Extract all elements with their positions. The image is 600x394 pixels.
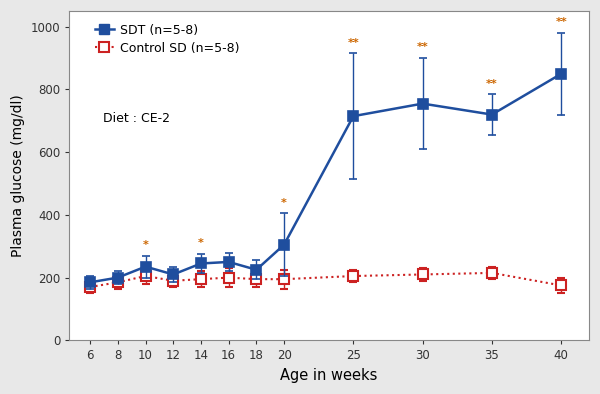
Legend: SDT (n=5-8), Control SD (n=5-8): SDT (n=5-8), Control SD (n=5-8) (91, 20, 243, 59)
Text: **: ** (556, 17, 567, 28)
Text: **: ** (347, 38, 359, 48)
Text: **: ** (486, 78, 498, 89)
Text: *: * (281, 198, 287, 208)
Text: *: * (198, 238, 204, 249)
X-axis label: Age in weeks: Age in weeks (280, 368, 378, 383)
Y-axis label: Plasma glucose (mg/dl): Plasma glucose (mg/dl) (11, 94, 25, 257)
Text: *: * (143, 240, 148, 250)
Text: **: ** (417, 43, 428, 52)
Text: Diet : CE-2: Diet : CE-2 (103, 112, 170, 125)
